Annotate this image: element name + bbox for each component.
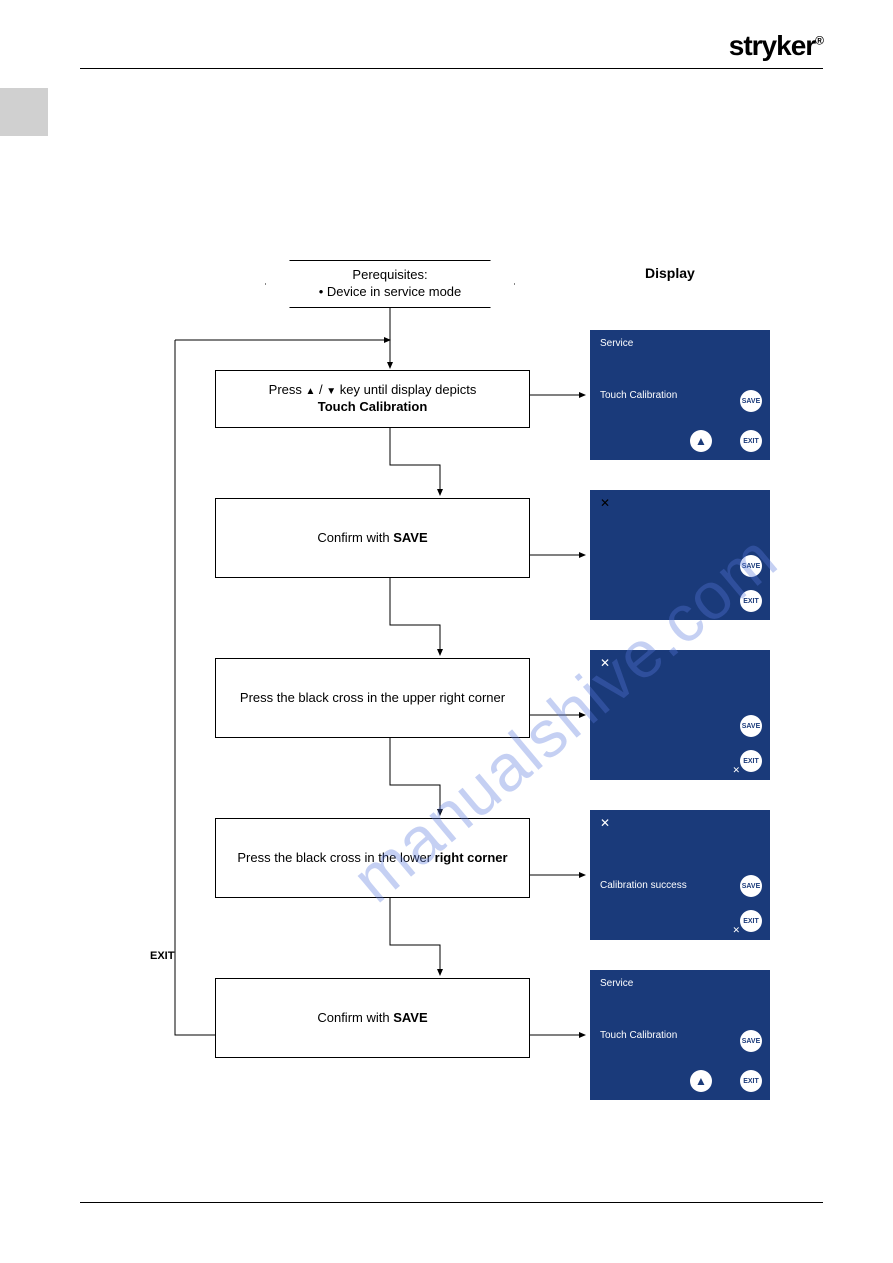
step-2-box: Confirm with SAVE: [215, 498, 530, 578]
step-5-box: Confirm with SAVE: [215, 978, 530, 1058]
step3-text: Press the black cross in the upper right…: [224, 690, 521, 707]
step5-bold: SAVE: [393, 1010, 427, 1025]
screen5-up-icon[interactable]: ▲: [690, 1070, 712, 1092]
prereq-l1: Perequisites:: [296, 267, 484, 284]
step1-mid: /: [315, 382, 326, 397]
screen5-mid: Touch Calibration: [600, 1030, 677, 1041]
screen4-x-icon: ✕: [600, 816, 610, 830]
down-triangle-icon: ▼: [326, 386, 336, 397]
screen4-save-button[interactable]: SAVE: [740, 875, 762, 897]
screen2-exit-button[interactable]: EXIT: [740, 590, 762, 612]
step2-text: Confirm with: [317, 530, 393, 545]
logo-text: stryker: [729, 30, 815, 61]
screen-5: Service Touch Calibration SAVE EXIT ▲: [590, 970, 770, 1100]
step-1-box: Press ▲ / ▼ key until display depicts To…: [215, 370, 530, 428]
step2-bold: SAVE: [393, 530, 427, 545]
step4-pre: Press the black cross in the lower: [237, 850, 434, 865]
screen1-title: Service: [600, 338, 633, 349]
screen4-mid: Calibration success: [600, 880, 687, 891]
flowchart: Perequisites: • Device in service mode D…: [130, 260, 830, 1190]
screen-1: Service Touch Calibration SAVE EXIT ▲: [590, 330, 770, 460]
step-3-box: Press the black cross in the upper right…: [215, 658, 530, 738]
step-4-box: Press the black cross in the lower right…: [215, 818, 530, 898]
step4-bold: right corner: [435, 850, 508, 865]
step5-text: Confirm with: [317, 1010, 393, 1025]
screen4-x-bottom-icon: ✕: [732, 925, 740, 936]
up-triangle-icon: ▲: [306, 386, 316, 397]
step1-pre: Press: [269, 382, 306, 397]
screen3-x-bottom-icon: ✕: [732, 765, 740, 776]
screen5-exit-button[interactable]: EXIT: [740, 1070, 762, 1092]
prereq-l2: • Device in service mode: [296, 284, 484, 301]
screen1-save-button[interactable]: SAVE: [740, 390, 762, 412]
screen1-mid: Touch Calibration: [600, 390, 677, 401]
page: stryker®: [0, 0, 893, 1263]
screen1-up-icon[interactable]: ▲: [690, 430, 712, 452]
brand-logo: stryker®: [729, 30, 823, 62]
screen2-save-button[interactable]: SAVE: [740, 555, 762, 577]
screen5-title: Service: [600, 978, 633, 989]
screen4-exit-button[interactable]: EXIT: [740, 910, 762, 932]
side-tab: [0, 88, 48, 136]
header-rule: [80, 68, 823, 69]
screen5-save-button[interactable]: SAVE: [740, 1030, 762, 1052]
screen2-x-icon: ✕: [600, 496, 610, 510]
screen3-exit-button[interactable]: EXIT: [740, 750, 762, 772]
screen3-save-button[interactable]: SAVE: [740, 715, 762, 737]
logo-reg: ®: [815, 34, 823, 48]
step1-bold: Touch Calibration: [318, 399, 428, 414]
display-heading: Display: [645, 265, 695, 281]
footer-rule: [80, 1202, 823, 1203]
screen3-x-icon: ✕: [600, 656, 610, 670]
screen-2: ✕ SAVE EXIT: [590, 490, 770, 620]
screen1-exit-button[interactable]: EXIT: [740, 430, 762, 452]
screen-4: ✕ Calibration success SAVE EXIT ✕: [590, 810, 770, 940]
screen-3: ✕ SAVE EXIT ✕: [590, 650, 770, 780]
exit-loop-label: EXIT: [150, 950, 174, 962]
prereq-box: Perequisites: • Device in service mode: [265, 260, 515, 308]
step1-post: key until display depicts: [336, 382, 476, 397]
